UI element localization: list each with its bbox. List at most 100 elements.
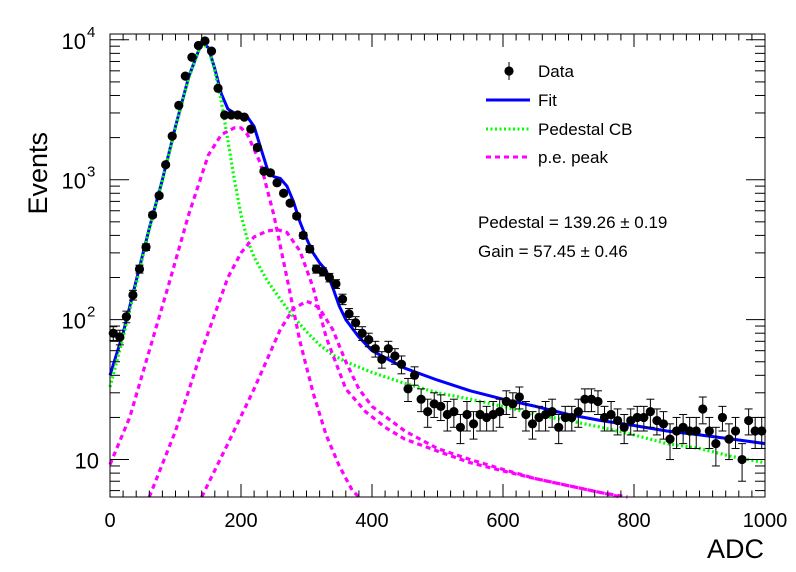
x-tick-label: 200 (224, 510, 257, 532)
data-point (665, 434, 675, 444)
data-point (468, 419, 479, 429)
data-point (364, 334, 374, 345)
p-e-peak-curve (200, 299, 622, 499)
data-point (416, 394, 426, 404)
data-point (154, 190, 164, 201)
data-point (554, 422, 564, 432)
x-tick-label: 800 (617, 510, 650, 532)
y-tick-exponent: 4 (87, 24, 95, 41)
data-point (180, 71, 190, 81)
data-point (639, 412, 649, 423)
data-point (514, 392, 524, 402)
legend-marker-data (504, 66, 514, 76)
data-point (462, 409, 472, 420)
data-point (527, 419, 538, 429)
data-point (685, 426, 695, 436)
y-tick-exponent: 2 (87, 304, 95, 321)
gain-annotation: Gain = 57.45 ± 0.46 (478, 242, 628, 261)
data-point (613, 415, 623, 426)
data-point (220, 110, 230, 120)
data-point (134, 264, 145, 274)
data-point (744, 415, 754, 426)
data-point (547, 407, 557, 417)
p-e-peak-curve (108, 126, 361, 499)
data-point (508, 399, 518, 409)
data-point (121, 312, 131, 322)
data-point (305, 244, 315, 254)
data-point (704, 426, 714, 436)
data-point (730, 426, 741, 436)
data-point (298, 230, 308, 240)
data-point (455, 422, 466, 432)
data-point (619, 422, 629, 432)
data-point (318, 267, 328, 277)
data-point (593, 396, 603, 407)
x-axis-label: ADC (707, 534, 764, 564)
data-point (436, 401, 446, 411)
data-point (252, 142, 262, 153)
data-point (606, 409, 616, 420)
pedestal-cb-curve (108, 41, 766, 465)
data-point (757, 426, 767, 436)
data-point (200, 36, 210, 46)
x-tick-label: 400 (355, 510, 388, 532)
data-point (206, 46, 217, 56)
pedestal-annotation: Pedestal = 139.26 ± 0.19 (478, 213, 667, 232)
legend-label: p.e. peak (538, 148, 608, 167)
data-point (351, 318, 361, 328)
data-point (278, 188, 289, 198)
p-e-peak-curve (147, 228, 628, 499)
data-point (645, 407, 655, 417)
data-point (285, 198, 295, 208)
x-axis: 0 200 400 600 800 1000 (104, 34, 787, 532)
legend-label: Pedestal CB (538, 120, 633, 139)
data-point (213, 83, 223, 93)
data-point (174, 100, 184, 110)
x-tick-label: 1000 (743, 510, 788, 532)
data-point (573, 407, 583, 417)
data-point (193, 40, 204, 51)
data-point (737, 454, 747, 465)
data-point (521, 409, 531, 420)
y-axis-label: Events (23, 132, 53, 215)
data-point (567, 412, 577, 423)
data-point (724, 434, 734, 444)
data-point (147, 210, 158, 220)
x-tick-label: 600 (486, 510, 519, 532)
data-point (698, 404, 708, 414)
data-point (272, 178, 282, 188)
data-point (187, 52, 197, 62)
data-point (495, 407, 505, 417)
legend-label: Data (538, 62, 574, 81)
data-point (370, 344, 380, 354)
legend-label: Fit (538, 91, 557, 110)
data-point (449, 407, 459, 417)
data-point (409, 370, 420, 380)
y-tick-label: 10 (62, 29, 86, 54)
data-point (390, 351, 400, 361)
data-point (383, 344, 393, 354)
x-tick-label: 0 (104, 510, 115, 532)
data-point (226, 110, 236, 120)
data-points (108, 36, 767, 482)
data-point (632, 412, 642, 423)
data-point (711, 439, 721, 449)
data-point (750, 426, 760, 436)
y-tick-label: 10 (75, 449, 99, 474)
data-point (292, 211, 302, 221)
data-point (239, 112, 249, 122)
y-tick-exponent: 3 (87, 164, 95, 181)
y-tick-label: 10 (62, 309, 86, 334)
data-point (115, 332, 125, 342)
data-point (337, 294, 348, 304)
data-point (331, 279, 341, 289)
data-point (691, 426, 701, 436)
data-point (246, 124, 256, 134)
data-point (128, 290, 138, 300)
data-point (344, 309, 354, 319)
data-point (161, 160, 171, 170)
data-point (265, 168, 276, 178)
